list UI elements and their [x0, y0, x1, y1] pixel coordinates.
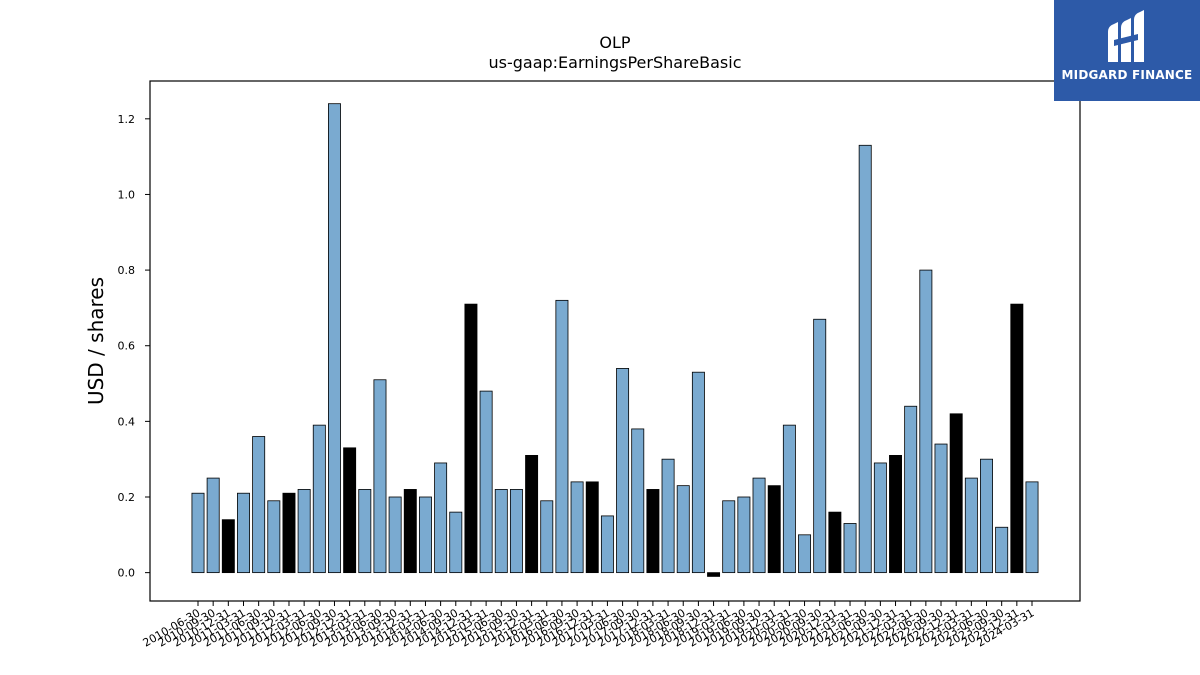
y-axis-ticks: 0.0 0.2 0.4 0.6 0.8 1.0 1.2 — [118, 113, 150, 580]
bar-2016-03-31 — [540, 500, 554, 574]
bar-2010-09-30 — [206, 477, 220, 574]
bar-2017-12-31 — [646, 489, 660, 574]
bar-2011-09-30 — [267, 500, 281, 574]
bar-2014-03-31 — [418, 496, 432, 574]
bar-2016-06-30 — [555, 299, 569, 574]
bar-2020-09-30 — [813, 318, 827, 574]
bar-2023-12-31 — [1010, 303, 1024, 574]
bar-2019-06-30 — [737, 496, 751, 574]
bar-2019-12-31 — [767, 485, 781, 574]
bar-2012-03-31 — [297, 489, 311, 574]
bar-2013-12-31 — [403, 489, 417, 574]
bars-group — [191, 103, 1039, 577]
bar-2019-09-30 — [752, 477, 766, 574]
bar-2017-09-30 — [631, 428, 645, 574]
bar-2023-09-30 — [995, 526, 1009, 574]
brand-name: MIDGARD FINANCE — [1061, 68, 1193, 82]
y-tick-label: 1.2 — [118, 113, 136, 126]
bar-2011-06-30 — [252, 436, 266, 574]
bar-2015-09-30 — [509, 489, 523, 574]
midgard-logo-icon — [1108, 10, 1144, 62]
bar-2014-06-30 — [434, 462, 448, 574]
bar-2013-09-30 — [388, 496, 402, 574]
bar-2013-06-30 — [373, 379, 387, 574]
chart-subtitle: us-gaap:EarningsPerShareBasic — [488, 53, 741, 72]
bar-2013-03-31 — [358, 489, 372, 574]
bar-2023-03-31 — [964, 477, 978, 574]
bar-2012-06-30 — [312, 424, 326, 574]
bar-2015-06-30 — [494, 489, 508, 574]
bar-2021-06-30 — [858, 144, 872, 574]
bar-2023-06-30 — [980, 458, 993, 574]
bar-2012-12-31 — [343, 447, 357, 574]
y-tick-label: 0.2 — [118, 491, 136, 504]
y-tick-label: 0.8 — [118, 264, 136, 277]
bar-2017-06-30 — [616, 368, 630, 574]
bar-2022-09-30 — [934, 443, 948, 574]
chart-title: OLP — [599, 33, 631, 52]
bar-2020-12-31 — [828, 511, 842, 574]
bar-2010-06-30 — [191, 492, 205, 574]
bar-2022-12-31 — [949, 413, 963, 574]
bar-2021-09-30 — [873, 462, 887, 574]
bar-2022-06-30 — [919, 269, 933, 574]
bar-2015-12-31 — [525, 454, 539, 574]
bar-2020-03-31 — [782, 424, 796, 574]
bar-2018-09-30 — [691, 371, 705, 574]
plot-frame — [149, 80, 1081, 602]
y-tick-label: 0.0 — [118, 567, 136, 580]
brand-logo: MIDGARD FINANCE — [1054, 0, 1200, 101]
bar-2020-06-30 — [798, 534, 812, 574]
bar-2015-03-31 — [479, 390, 493, 574]
bar-2024-03-31 — [1025, 481, 1039, 574]
bar-2019-03-31 — [722, 500, 736, 574]
bar-2010-12-31 — [221, 519, 235, 574]
bar-2016-09-30 — [570, 481, 584, 574]
bar-2018-12-31 — [707, 572, 721, 577]
y-tick-label: 0.4 — [118, 415, 136, 428]
bar-2018-03-31 — [661, 458, 675, 574]
bar-2021-12-31 — [889, 454, 902, 574]
bar-2011-12-31 — [282, 492, 296, 574]
bar-2018-06-30 — [676, 485, 690, 574]
y-tick-label: 1.0 — [118, 188, 136, 201]
bar-2012-09-30 — [328, 103, 341, 574]
bar-2014-12-31 — [464, 303, 478, 574]
x-axis-ticks: 2010-06-302010-09-302010-12-312011-03-31… — [141, 601, 1037, 650]
y-tick-label: 0.6 — [118, 340, 136, 353]
bar-2016-12-31 — [585, 481, 599, 574]
bar-2011-03-31 — [237, 492, 250, 574]
bar-2022-03-31 — [904, 405, 918, 574]
bar-2017-03-31 — [600, 515, 614, 574]
y-axis-label: USD / shares — [84, 277, 108, 405]
bar-2021-03-31 — [843, 523, 857, 574]
bar-2014-09-30 — [449, 511, 463, 574]
